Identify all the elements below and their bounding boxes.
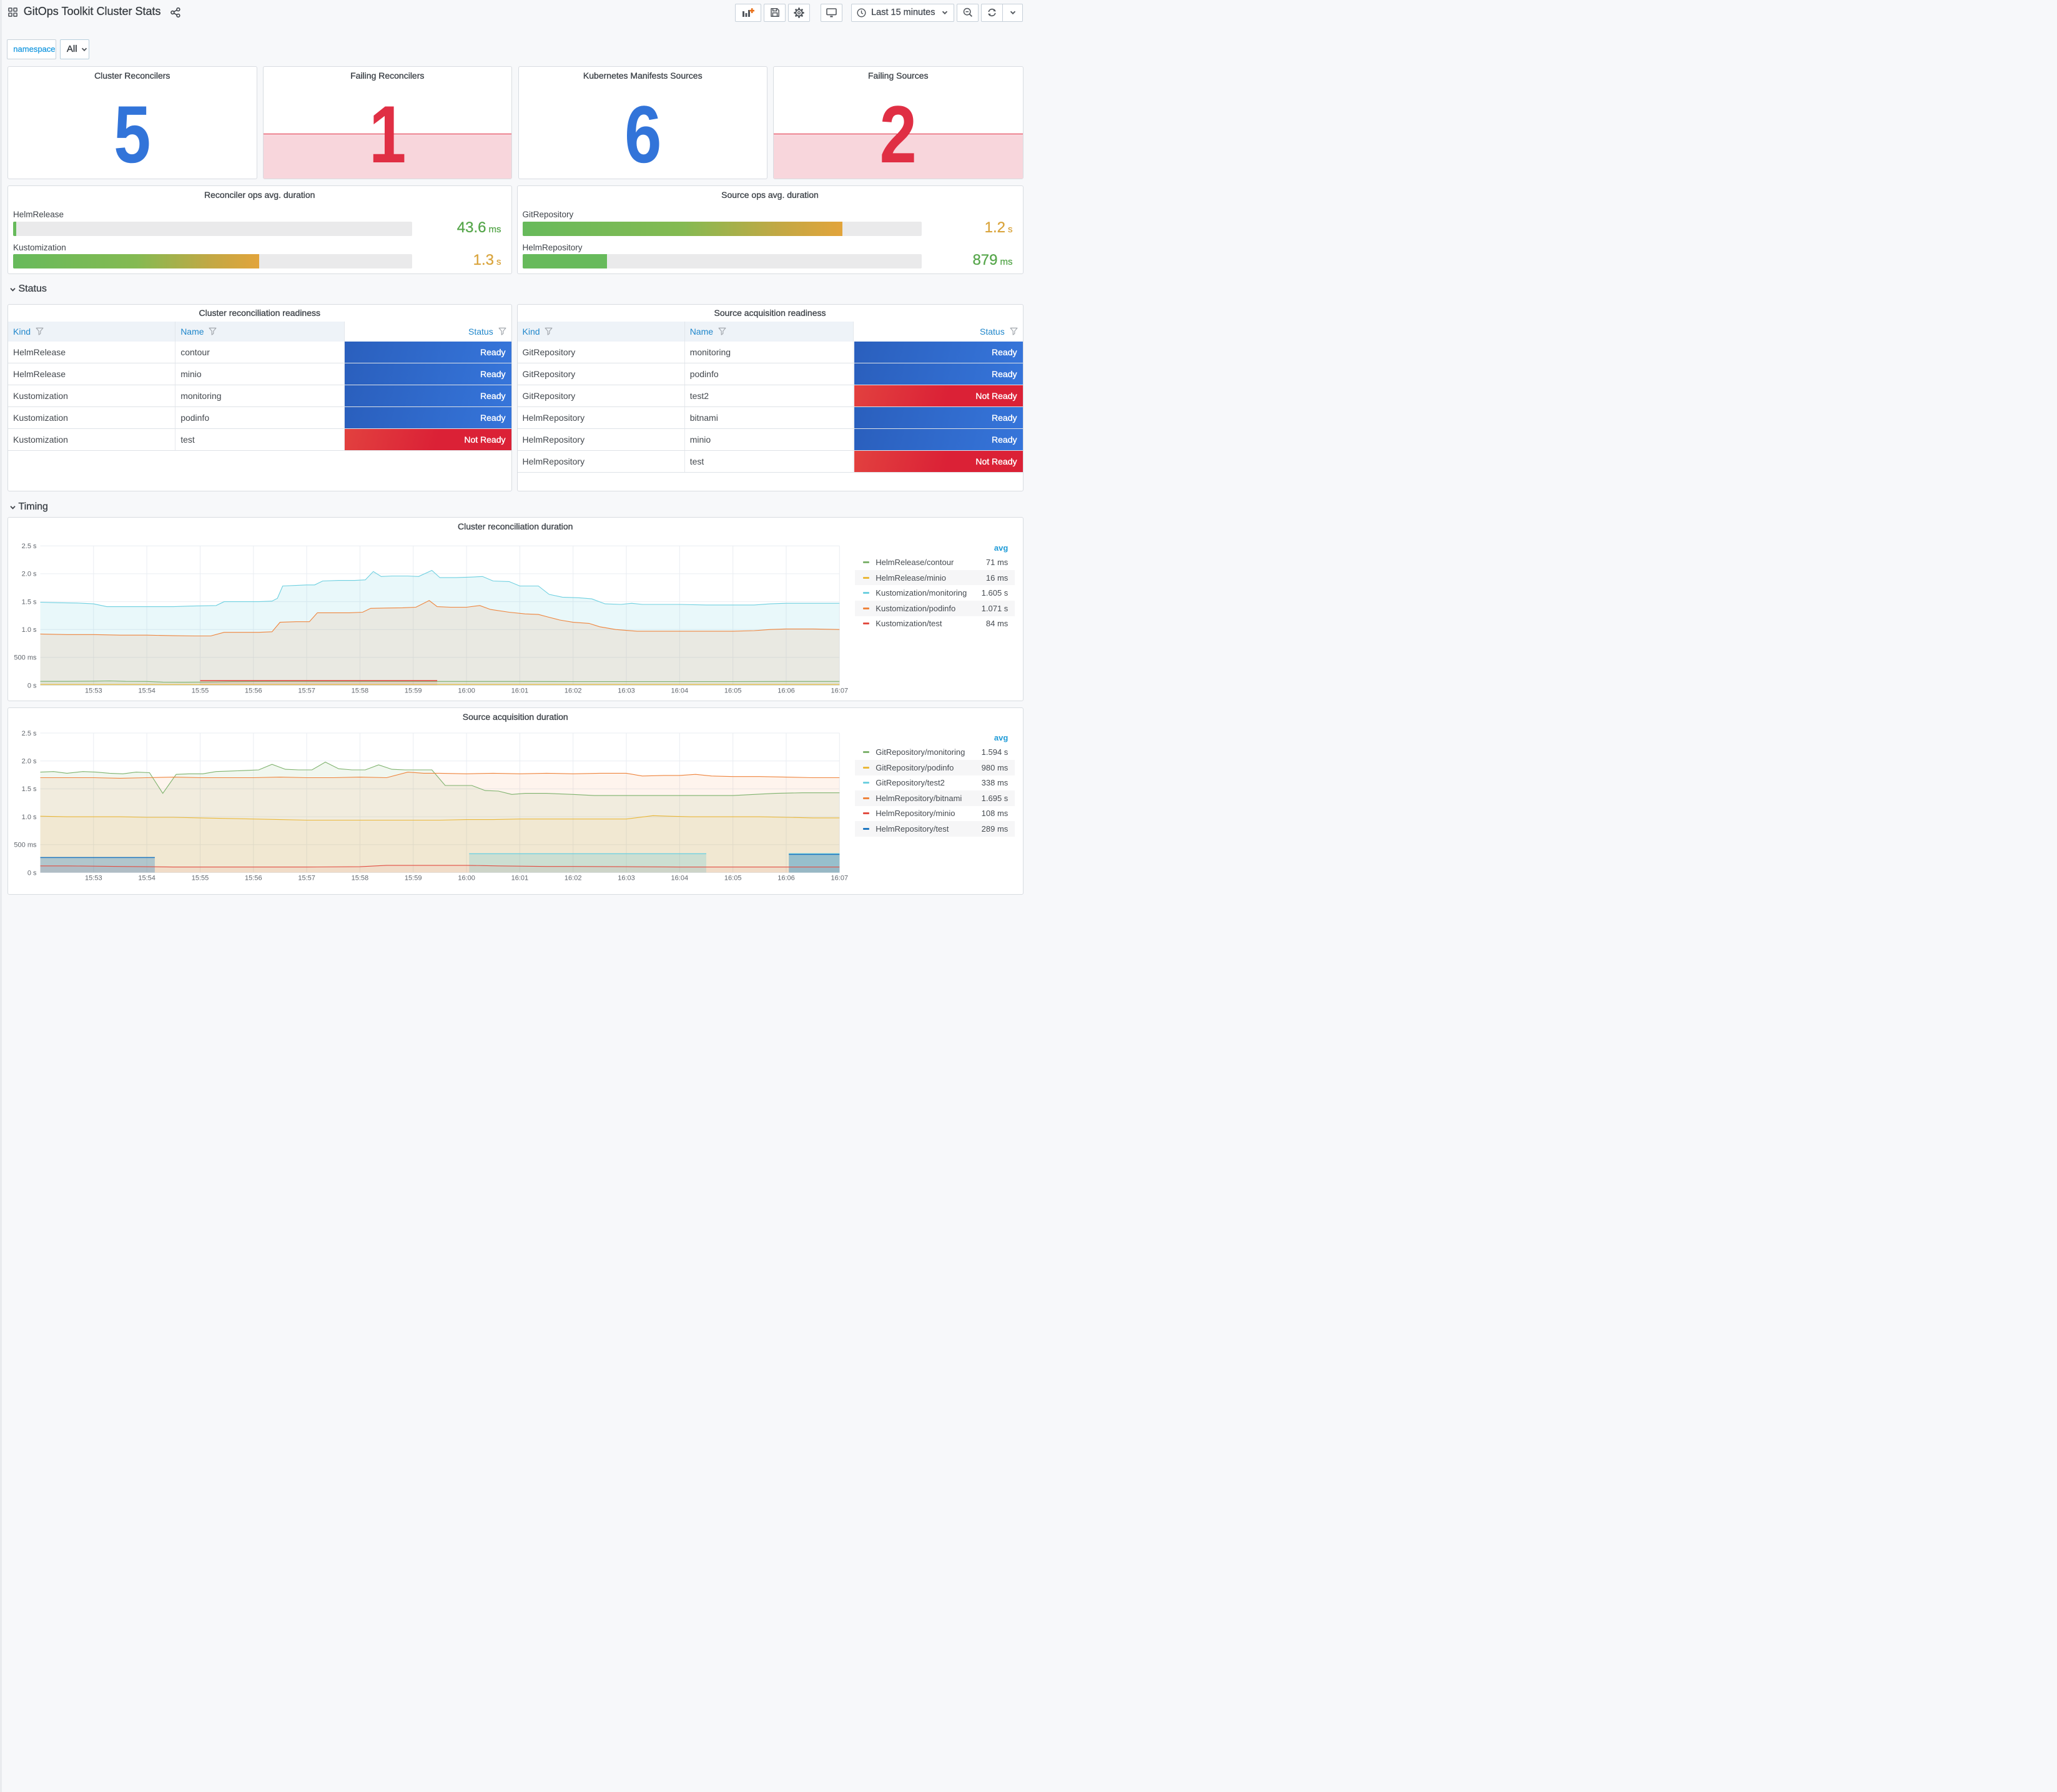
svg-text:16:05: 16:05 — [724, 875, 742, 882]
svg-text:0 s: 0 s — [27, 682, 37, 690]
svg-text:1.5 s: 1.5 s — [22, 599, 37, 606]
svg-text:16:06: 16:06 — [777, 875, 795, 882]
svg-text:1.0 s: 1.0 s — [22, 814, 37, 821]
svg-text:16:01: 16:01 — [511, 687, 529, 695]
svg-text:2.0 s: 2.0 s — [22, 758, 37, 766]
svg-text:15:54: 15:54 — [138, 875, 155, 882]
svg-text:16:04: 16:04 — [671, 875, 689, 882]
svg-text:16:07: 16:07 — [831, 687, 849, 695]
svg-text:16:03: 16:03 — [618, 687, 635, 695]
svg-text:500 ms: 500 ms — [14, 842, 37, 849]
svg-text:16:02: 16:02 — [565, 687, 582, 695]
svg-text:15:56: 15:56 — [245, 875, 262, 882]
svg-text:15:53: 15:53 — [85, 687, 102, 695]
svg-text:16:07: 16:07 — [831, 875, 849, 882]
svg-text:15:55: 15:55 — [192, 687, 209, 695]
svg-text:15:58: 15:58 — [352, 687, 369, 695]
svg-text:500 ms: 500 ms — [14, 654, 37, 662]
svg-text:2.5 s: 2.5 s — [22, 730, 37, 737]
svg-text:15:59: 15:59 — [405, 687, 422, 695]
svg-text:2.5 s: 2.5 s — [22, 543, 37, 550]
svg-text:16:06: 16:06 — [777, 687, 795, 695]
svg-text:16:00: 16:00 — [458, 875, 475, 882]
svg-text:16:05: 16:05 — [724, 687, 742, 695]
svg-text:15:57: 15:57 — [298, 687, 315, 695]
svg-text:16:03: 16:03 — [618, 875, 635, 882]
svg-text:15:59: 15:59 — [405, 875, 422, 882]
svg-text:16:02: 16:02 — [565, 875, 582, 882]
svg-text:16:01: 16:01 — [511, 875, 529, 882]
svg-text:15:58: 15:58 — [352, 875, 369, 882]
svg-text:0 s: 0 s — [27, 869, 37, 877]
svg-text:16:00: 16:00 — [458, 687, 475, 695]
svg-text:15:56: 15:56 — [245, 687, 262, 695]
svg-text:2.0 s: 2.0 s — [22, 571, 37, 578]
svg-text:15:54: 15:54 — [138, 687, 155, 695]
svg-text:15:55: 15:55 — [192, 875, 209, 882]
svg-text:15:53: 15:53 — [85, 875, 102, 882]
svg-text:1.0 s: 1.0 s — [22, 626, 37, 634]
svg-text:1.5 s: 1.5 s — [22, 785, 37, 793]
svg-text:15:57: 15:57 — [298, 875, 315, 882]
svg-text:16:04: 16:04 — [671, 687, 689, 695]
